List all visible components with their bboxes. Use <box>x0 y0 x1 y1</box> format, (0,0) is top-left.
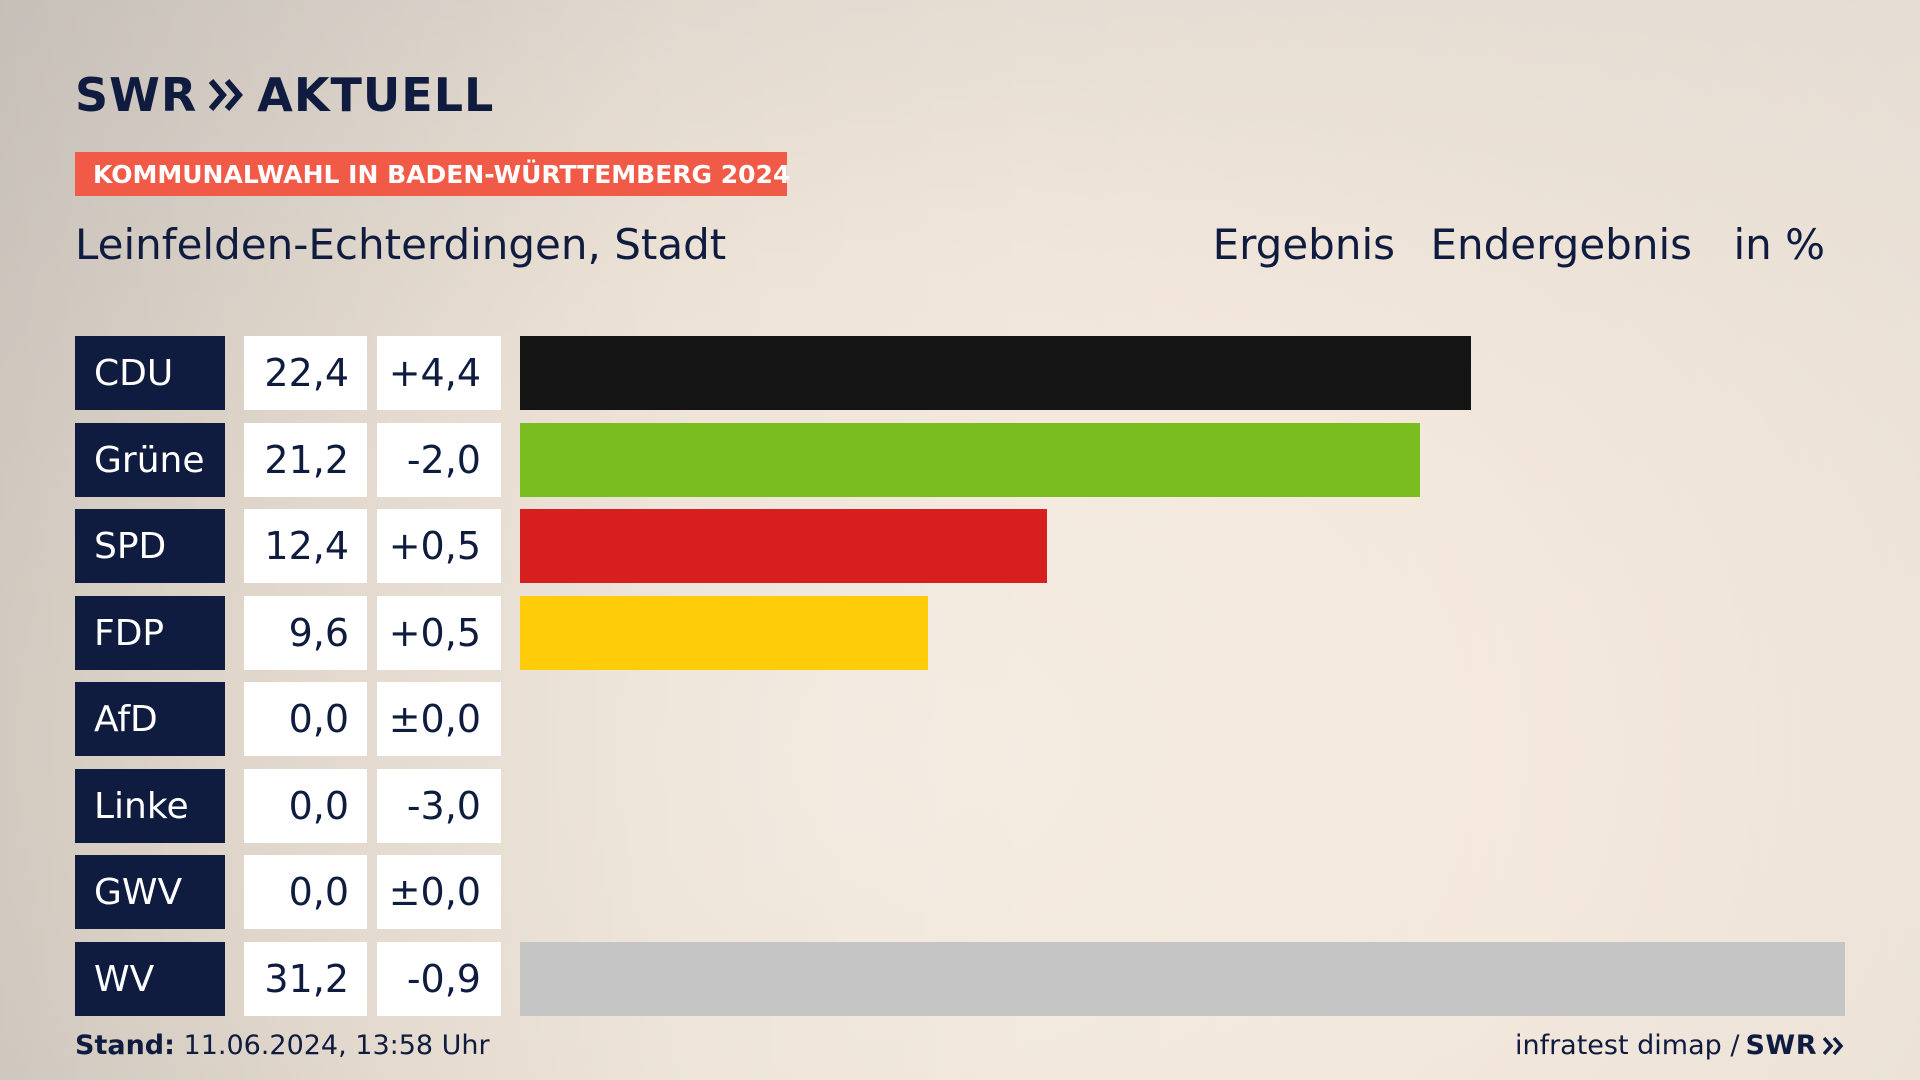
double-chevron-icon <box>209 79 244 111</box>
result-bar <box>520 423 1420 497</box>
source-text: infratest dimap / <box>1514 1030 1740 1061</box>
timestamp-label: Stand: <box>75 1030 175 1061</box>
unit-header: in % <box>1733 220 1825 269</box>
result-row-fdp: FDP 9,6 +0,5 <box>0 596 1920 670</box>
result-bar <box>520 596 928 670</box>
source-brand: SWR <box>1745 1030 1817 1061</box>
party-label: Grüne <box>75 423 225 497</box>
result-row-linke: Linke 0,0 -3,0 <box>0 769 1920 843</box>
vote-change-value: +4,4 <box>377 336 501 410</box>
double-chevron-small-icon <box>1823 1036 1844 1055</box>
vote-change-value: ±0,0 <box>377 855 501 929</box>
swr-aktuell-logo: SWR AKTUELL <box>75 68 495 122</box>
vote-share-value: 9,6 <box>244 596 367 670</box>
vote-change-value: +0,5 <box>377 509 501 583</box>
result-bar <box>520 942 1845 1016</box>
result-row-grüne: Grüne 21,2 -2,0 <box>0 423 1920 497</box>
election-banner: KOMMUNALWAHL IN BADEN-WÜRTTEMBERG 2024 <box>75 152 790 196</box>
party-label: Linke <box>75 769 225 843</box>
logo-text: SWR <box>75 68 198 122</box>
vote-share-value: 31,2 <box>244 942 367 1016</box>
vote-change-value: -0,9 <box>377 942 501 1016</box>
vote-share-value: 21,2 <box>244 423 367 497</box>
party-label: GWV <box>75 855 225 929</box>
vote-change-value: +0,5 <box>377 596 501 670</box>
result-row-wv: WV 31,2 -0,9 <box>0 942 1920 1016</box>
region-title: Leinfelden-Echterdingen, Stadt <box>75 220 727 269</box>
vote-change-value: -3,0 <box>377 769 501 843</box>
result-row-afd: AfD 0,0 ±0,0 <box>0 682 1920 756</box>
party-label: AfD <box>75 682 225 756</box>
result-bar <box>520 336 1471 410</box>
party-label: WV <box>75 942 225 1016</box>
result-row-spd: SPD 12,4 +0,5 <box>0 509 1920 583</box>
vote-change-value: -2,0 <box>377 423 501 497</box>
vote-share-value: 0,0 <box>244 682 367 756</box>
status-header: Endergebnis <box>1430 220 1692 269</box>
vote-change-value: ±0,0 <box>377 682 501 756</box>
result-bar <box>520 509 1047 583</box>
vote-share-value: 12,4 <box>244 509 367 583</box>
vote-share-value: 0,0 <box>244 855 367 929</box>
source-credit: infratest dimap / SWR <box>1515 1030 1845 1061</box>
vote-share-value: 0,0 <box>244 769 367 843</box>
party-label: FDP <box>75 596 225 670</box>
vote-share-value: 22,4 <box>244 336 367 410</box>
result-row-cdu: CDU 22,4 +4,4 <box>0 336 1920 410</box>
party-label: SPD <box>75 509 225 583</box>
logo-suffix: AKTUELL <box>257 68 495 122</box>
result-row-gwv: GWV 0,0 ±0,0 <box>0 855 1920 929</box>
timestamp-value: 11.06.2024, 13:58 Uhr <box>183 1030 490 1061</box>
result-header: Ergebnis <box>1212 220 1395 269</box>
timestamp: Stand: 11.06.2024, 13:58 Uhr <box>75 1030 490 1061</box>
party-label: CDU <box>75 336 225 410</box>
